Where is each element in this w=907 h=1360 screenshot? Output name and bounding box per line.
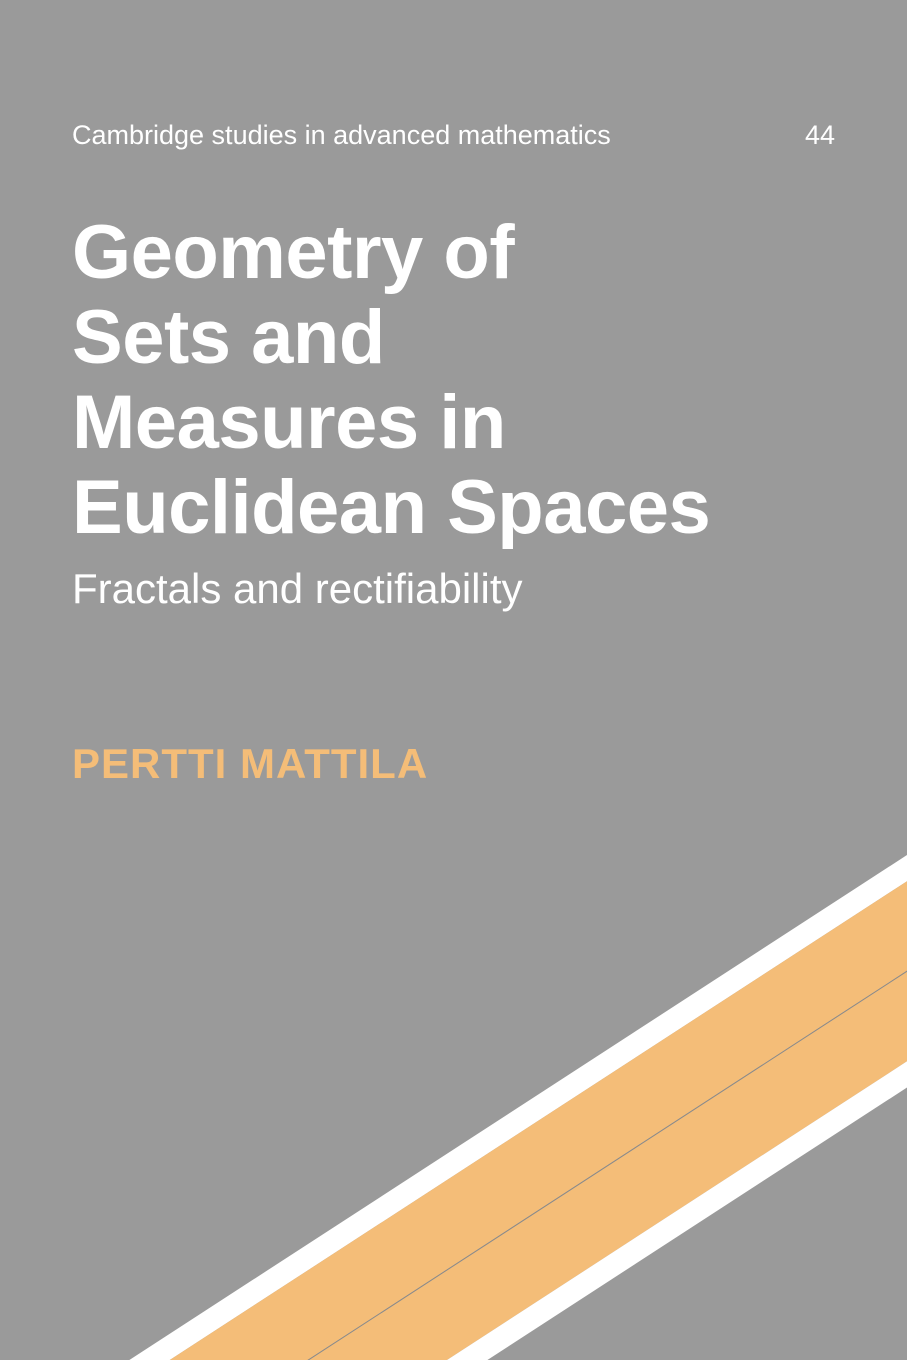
title-line-1: Geometry of xyxy=(72,210,710,295)
title-line-2: Sets and xyxy=(72,295,710,380)
subtitle: Fractals and rectifiability xyxy=(72,565,523,613)
title-block: Geometry of Sets and Measures in Euclide… xyxy=(72,210,710,550)
series-bar: Cambridge studies in advanced mathematic… xyxy=(72,120,835,151)
author-name: PERTTI MATTILA xyxy=(72,740,428,788)
title-line-4: Euclidean Spaces xyxy=(72,465,710,550)
diagonal-stripes xyxy=(0,0,907,1360)
title-line-3: Measures in xyxy=(72,380,710,465)
series-name: Cambridge studies in advanced mathematic… xyxy=(72,120,611,151)
book-cover: Cambridge studies in advanced mathematic… xyxy=(0,0,907,1360)
series-number: 44 xyxy=(805,120,835,151)
